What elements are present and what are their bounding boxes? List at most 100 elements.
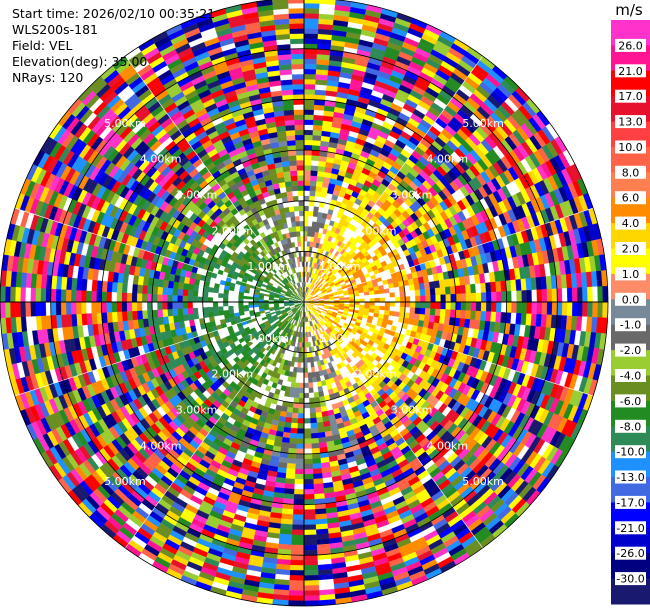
gate-cell-1705 <box>429 288 436 296</box>
gate-cell-3566 <box>303 433 312 439</box>
gate-cell-1854 <box>577 301 583 317</box>
gate-cell-3651 <box>290 559 305 566</box>
gate-cell-16 <box>303 215 309 222</box>
gate-cell-1687 <box>339 297 345 301</box>
gate-cell-3624 <box>297 423 305 429</box>
gate-cell-97 <box>313 109 325 116</box>
gate-cell-1852 <box>566 301 573 317</box>
gate-cell-1762 <box>415 295 421 303</box>
gate-cell-3570 <box>303 453 313 460</box>
gate-cell-1812 <box>364 301 371 306</box>
gate-cell-3597 <box>303 590 320 597</box>
gate-cell-1638 <box>393 286 400 293</box>
gate-cell-1793 <box>572 287 578 303</box>
gate-cell-1818 <box>394 301 401 308</box>
gate-cell-1695 <box>379 293 386 299</box>
gate-cell-3513 <box>312 468 323 475</box>
gate-cell-3648 <box>290 544 305 551</box>
gate-cell-1814 <box>374 301 381 307</box>
gate-cell-3676 <box>294 382 300 389</box>
gate-cell-3634 <box>294 473 305 480</box>
gate-cell-1635 <box>378 289 385 295</box>
gate-cell-3650 <box>290 554 305 561</box>
gate-cell-3559 <box>303 397 310 404</box>
gate-cell-1823 <box>420 301 426 309</box>
gate-cell-1816 <box>384 301 391 307</box>
gate-cell-1943 <box>418 314 426 322</box>
gate-cell-3572 <box>303 463 313 470</box>
gate-cell-3571 <box>303 458 313 465</box>
gate-cell-14 <box>303 225 309 232</box>
gate-cell-1691 <box>359 295 365 300</box>
gate-cell-1642 <box>413 283 421 291</box>
gate-cell-1704 <box>424 288 431 296</box>
gate-cell-1633 <box>368 290 375 296</box>
gate-cell-79 <box>308 200 315 207</box>
gate-cell-3641 <box>292 509 305 515</box>
gate-cell-1760 <box>405 296 411 303</box>
gate-cell-3658 <box>288 595 305 602</box>
gate-cell-1766 <box>435 294 441 303</box>
gate-cell-3626 <box>296 433 305 439</box>
gate-cell-22 <box>303 185 311 191</box>
gate-cell-49 <box>303 48 318 55</box>
gate-cell-1892 <box>465 310 472 320</box>
gate-cell-1884 <box>424 308 431 316</box>
gate-cell-3434 <box>311 371 317 378</box>
gate-cell-1632 <box>363 291 370 296</box>
gate-cell-1775 <box>480 292 487 303</box>
gate-cell-3618 <box>298 392 305 399</box>
gate-cell-1832 <box>465 301 472 311</box>
gate-cell-3516 <box>313 483 324 490</box>
gate-cell-53 <box>303 28 319 34</box>
gate-cell-3653 <box>289 570 305 576</box>
gate-cell-1796 <box>587 286 593 303</box>
gate-cell-1786 <box>536 289 543 303</box>
gate-cell-1859 <box>602 301 609 319</box>
gate-cell-1849 <box>551 301 558 316</box>
gate-cell-1842 <box>516 301 523 314</box>
gate-cell-1692 <box>364 294 370 299</box>
gate-cell-76 <box>308 215 314 222</box>
gate-cell-75 <box>307 220 313 227</box>
gate-cell-1855 <box>582 301 588 317</box>
gate-cell-98 <box>313 104 325 111</box>
gate-cell-3674 <box>295 372 301 379</box>
gate-cell-3506 <box>310 432 319 439</box>
gate-cell-3592 <box>303 564 319 571</box>
gate-cell-36 <box>303 114 314 120</box>
gate-cell-3693 <box>285 468 296 475</box>
gate-cell-3494 <box>307 372 313 379</box>
gate-cell-1770 <box>455 293 462 303</box>
gate-cell-3679 <box>293 397 300 404</box>
gate-cell-3493 <box>307 367 312 373</box>
gate-cell-26 <box>303 165 312 171</box>
gate-cell-3680 <box>292 402 299 409</box>
gate-cell-13 <box>303 230 308 237</box>
gate-cell-34 <box>303 124 314 131</box>
gate-cell-3741 <box>286 406 294 414</box>
gate-cell-3490 <box>306 352 310 358</box>
gate-cell-1837 <box>491 301 497 313</box>
gate-cell-3488 <box>305 342 309 348</box>
gate-cell-3492 <box>307 362 312 368</box>
gate-cell-3593 <box>303 570 319 576</box>
gate-cell-3435 <box>311 376 317 383</box>
gate-cell-3568 <box>303 443 312 450</box>
gate-cell-3616 <box>299 382 305 389</box>
gate-cell-3681 <box>292 407 299 414</box>
gate-cell-3596 <box>303 585 320 591</box>
gate-cell-3441 <box>314 406 322 414</box>
gate-cell-1771 <box>460 293 467 303</box>
gate-cell-3698 <box>283 493 295 500</box>
gate-cell-40 <box>303 94 316 100</box>
gate-cell-3632 <box>295 463 305 470</box>
gate-cell-3589 <box>303 549 318 556</box>
gate-cell-54 <box>303 23 319 29</box>
gate-cell-3555 <box>303 377 309 384</box>
gate-cell-3636 <box>294 484 305 490</box>
gate-cell-3655 <box>289 580 305 586</box>
gate-cell-3586 <box>303 534 317 541</box>
gate-cell-3688 <box>288 442 297 449</box>
gate-cell-1873 <box>369 305 375 310</box>
